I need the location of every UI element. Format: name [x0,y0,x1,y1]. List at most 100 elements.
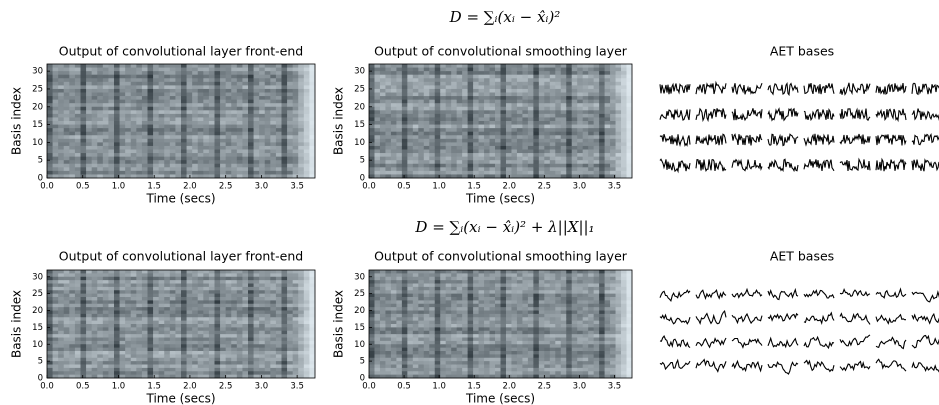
heatmap-cell [413,103,419,107]
heatmap-cell [369,142,375,146]
heatmap-cell [86,344,92,348]
heatmap-cell [86,351,92,355]
heatmap-cell [270,171,276,175]
heatmap-cell [293,317,299,321]
heatmap-cell [287,273,293,277]
heatmap-cell [479,139,485,143]
heatmap-cell [125,121,131,125]
heatmap-cell [53,334,59,338]
heatmap-cell [69,100,75,104]
heatmap-cell [175,324,181,328]
heatmap-cell [175,157,181,161]
heatmap-cell [402,142,408,146]
heatmap-cell [248,304,254,308]
heatmap-cell [473,68,479,72]
heatmap-cell [170,280,176,284]
heatmap-cell [544,125,550,129]
heatmap-cell [231,71,237,75]
heatmap-cell [550,85,556,89]
heatmap-cell [215,314,221,318]
heatmap-cell [64,164,70,168]
heatmap-cell [495,71,501,75]
heatmap-cell [627,121,633,125]
heatmap-cell [220,324,226,328]
heatmap-cell [53,314,59,318]
heatmap-cell [566,71,572,75]
heatmap-cell [125,167,131,171]
heatmap-cell [413,121,419,125]
heatmap-cell [170,371,176,375]
heatmap-cell [413,167,419,171]
heatmap-cell [522,167,528,171]
heatmap-cell [440,96,446,100]
heatmap-cell [424,71,430,75]
heatmap-cell [231,125,237,129]
x-tick-label: 0.5 [76,182,90,192]
heatmap-cell [148,139,154,143]
heatmap-cell [53,365,59,369]
heatmap-cell [544,132,550,136]
heatmap-cell [47,167,53,171]
heatmap-cell [254,121,260,125]
heatmap-cell [86,334,92,338]
heatmap-cell [142,142,148,146]
heatmap-cell [418,128,424,132]
heatmap-cell [402,294,408,298]
heatmap-cell [198,351,204,355]
heatmap-cell [175,93,181,97]
heatmap-cell [616,100,622,104]
heatmap-cell [254,365,260,369]
heatmap-cell [385,341,391,345]
heatmap-cell [391,157,397,161]
heatmap-cell [159,341,165,345]
heatmap-cell [259,171,265,175]
heatmap-cell [627,85,633,89]
heatmap-cell [413,110,419,114]
heatmap-cell [276,321,282,325]
heatmap-cell [270,82,276,86]
heatmap-cell [522,125,528,129]
heatmap-cell [418,121,424,125]
heatmap-cell [237,368,243,372]
heatmap-cell [242,284,248,288]
heatmap-cell [561,121,567,125]
heatmap-cell [237,110,243,114]
heatmap-cell [495,110,501,114]
heatmap-cell [396,270,402,274]
heatmap-cell [298,132,304,136]
heatmap-cell [402,341,408,345]
heatmap-cell [402,125,408,129]
heatmap-cell [572,139,578,143]
heatmap-cell [53,100,59,104]
heatmap-cell [75,107,81,111]
heatmap-cell [610,93,616,97]
heatmap-cell [495,82,501,86]
heatmap-cell [47,371,53,375]
heatmap-cell [231,68,237,72]
heatmap-cell [142,160,148,164]
heatmap-cell [203,371,209,375]
heatmap-cell [114,164,120,168]
heatmap-cell [69,64,75,68]
heatmap-cell [47,365,53,369]
heatmap-cell [407,331,413,335]
heatmap-cell [53,135,59,139]
heatmap-cell [136,297,142,301]
heatmap-cell [501,128,507,132]
heatmap-cell [627,153,633,157]
heatmap-cell [231,82,237,86]
heatmap-cell [159,324,165,328]
heatmap-cell [97,311,103,315]
heatmap-cell [533,150,539,154]
heatmap-cell [198,327,204,331]
heatmap-cell [429,146,435,150]
heatmap-cell [153,331,159,335]
heatmap-cell [396,93,402,97]
heatmap-cell [92,324,98,328]
heatmap-cell [511,117,517,121]
heatmap-cell [484,107,490,111]
heatmap-cell [396,351,402,355]
heatmap-cell [402,107,408,111]
heatmap-cell [47,153,53,157]
heatmap-cell [391,270,397,274]
